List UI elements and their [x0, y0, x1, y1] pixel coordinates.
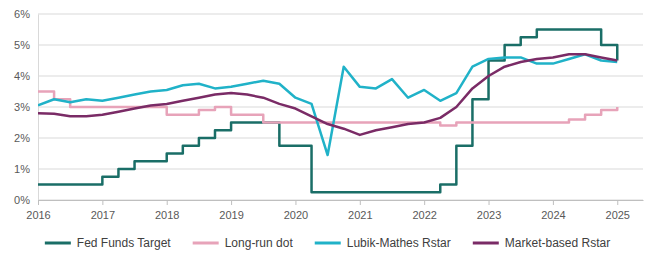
x-tick-label: 2022: [412, 209, 436, 221]
x-tick-mark: [360, 200, 361, 205]
x-tick-label: 2025: [606, 209, 630, 221]
legend-swatch: [45, 242, 71, 245]
x-axis-line: [39, 200, 644, 201]
x-tick-label: 2024: [541, 209, 565, 221]
x-tick-label: 2023: [477, 209, 501, 221]
x-tick-label: 2018: [155, 209, 179, 221]
x-tick: 2025: [606, 200, 630, 221]
y-tick: 2%: [14, 132, 38, 144]
legend-label: Lubik-Mathes Rstar: [347, 236, 451, 250]
x-tick-mark: [167, 200, 168, 205]
y-tick-label: 4%: [14, 70, 30, 82]
y-tick-label: 5%: [14, 39, 30, 51]
y-tick-label: 3%: [14, 101, 30, 113]
legend: Fed Funds Target Long-run dot Lubik-Mathes…: [45, 236, 610, 250]
grid-line: [38, 45, 643, 46]
x-tick: 2019: [219, 200, 243, 221]
legend-label: Long-run dot: [225, 236, 294, 250]
grid-line: [38, 200, 643, 201]
grid-line: [38, 76, 643, 77]
legend-label: Market-based Rstar: [505, 236, 610, 250]
y-tick-label: 6%: [14, 8, 30, 20]
grid: [38, 14, 643, 200]
x-tick: 2021: [348, 200, 372, 221]
legend-item: Fed Funds Target: [45, 236, 171, 250]
x-tick: 2016: [26, 200, 50, 221]
legend-item: Lubik-Mathes Rstar: [315, 236, 451, 250]
x-tick-mark: [489, 200, 490, 205]
legend-swatch: [473, 242, 499, 245]
x-tick: 2020: [284, 200, 308, 221]
y-tick: 4%: [14, 70, 38, 82]
x-tick-mark: [231, 200, 232, 205]
lines: [38, 30, 617, 193]
y-tick: 3%: [14, 101, 38, 113]
y-tick-label: 2%: [14, 132, 30, 144]
legend-swatch: [315, 242, 341, 245]
x-tick-label: 2019: [219, 209, 243, 221]
x-tick-label: 2021: [348, 209, 372, 221]
x-tick: 2023: [477, 200, 501, 221]
y-axis-line: [38, 15, 39, 201]
x-tick-mark: [295, 200, 296, 205]
x-tick-mark: [617, 200, 618, 205]
x-tick: 2024: [541, 200, 565, 221]
x-tick-mark: [553, 200, 554, 205]
y-tick: 1%: [14, 163, 38, 175]
grid-line: [38, 14, 643, 15]
chart: 0%1%2%3%4%5%6%20162017201820192020202120…: [0, 0, 655, 275]
x-tick: 2017: [91, 200, 115, 221]
x-tick-mark: [102, 200, 103, 205]
plot: 0%1%2%3%4%5%6%20162017201820192020202120…: [14, 8, 643, 221]
x-tick-label: 2016: [26, 209, 50, 221]
grid-line: [38, 138, 643, 139]
legend-item: Long-run dot: [193, 236, 294, 250]
x-axis: 2016 2017 2018 2019 2020 2021 2022 2023 2024 2025: [26, 200, 643, 221]
x-tick-label: 2017: [91, 209, 115, 221]
x-tick-label: 2020: [284, 209, 308, 221]
legend-item: Market-based Rstar: [473, 236, 610, 250]
series-line: [38, 54, 617, 155]
x-tick: 2022: [412, 200, 436, 221]
x-tick-mark: [38, 200, 39, 205]
legend-swatch: [193, 242, 219, 245]
y-tick-label: 0%: [14, 194, 30, 206]
y-tick: 5%: [14, 39, 38, 51]
y-tick-label: 1%: [14, 163, 30, 175]
x-tick: 2018: [155, 200, 179, 221]
y-tick: 6%: [14, 8, 38, 20]
series-line: [38, 54, 617, 135]
y-axis: 0% 1% 2% 3% 4% 5% 6%: [14, 8, 38, 206]
series-line: [38, 30, 617, 193]
legend-label: Fed Funds Target: [77, 236, 171, 250]
x-tick-mark: [424, 200, 425, 205]
y-tick: 0%: [14, 194, 38, 206]
